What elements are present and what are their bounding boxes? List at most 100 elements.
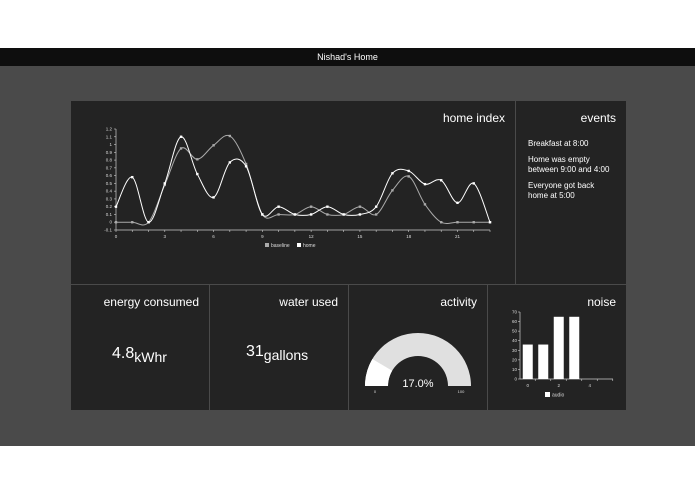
data-point-baseline bbox=[456, 221, 459, 224]
legend-label: baseline bbox=[271, 243, 290, 249]
app-title: Nishad's Home bbox=[0, 48, 695, 66]
data-point-baseline bbox=[423, 203, 427, 206]
data-point-home bbox=[309, 213, 313, 216]
data-point-baseline bbox=[472, 221, 475, 224]
data-point-home bbox=[456, 201, 459, 205]
x-tick-label: 0 bbox=[115, 234, 118, 239]
data-point-baseline bbox=[358, 205, 362, 208]
data-point-home bbox=[131, 175, 134, 179]
panel-title: energy consumed bbox=[103, 295, 199, 309]
data-point-baseline bbox=[196, 158, 199, 161]
data-point-home bbox=[374, 205, 378, 208]
data-point-home bbox=[261, 213, 264, 216]
y-tick-label: 0.7 bbox=[106, 165, 113, 170]
bar bbox=[538, 344, 549, 379]
x-tick-label: 6 bbox=[212, 234, 215, 239]
data-point-home bbox=[440, 179, 443, 182]
y-tick-label: 0.1 bbox=[106, 212, 113, 217]
gauge-min: 0 bbox=[374, 389, 377, 394]
legend-label: audio bbox=[552, 393, 564, 399]
water-unit: gallons bbox=[263, 347, 309, 364]
data-point-baseline bbox=[309, 205, 313, 208]
data-point-baseline bbox=[326, 213, 329, 216]
y-tick-label: 0 bbox=[514, 377, 517, 382]
x-tick-label: 12 bbox=[309, 234, 315, 239]
event-item: Breakfast at 8:00 bbox=[528, 139, 589, 148]
y-tick-label: 0 bbox=[109, 220, 112, 225]
data-point-home bbox=[196, 172, 199, 176]
data-point-home bbox=[488, 221, 492, 224]
y-tick-label: 0.3 bbox=[106, 196, 113, 201]
y-tick-label: 10 bbox=[512, 367, 518, 372]
y-tick-label: 20 bbox=[512, 357, 518, 362]
data-point-home bbox=[391, 172, 394, 175]
event-item: Home was empty between 9:00 and 4:00 bbox=[528, 155, 610, 174]
legend-label: home bbox=[303, 243, 316, 249]
noise-chart: 0 10 20 30 40 50 60 70 0 2 4 audio bbox=[512, 310, 614, 399]
activity-gauge: 17.0% 0 100 bbox=[365, 333, 471, 394]
x-tick-label: 4 bbox=[588, 383, 591, 388]
x-tick-label: 0 bbox=[526, 383, 529, 388]
x-tick-label: 15 bbox=[357, 234, 363, 239]
data-point-baseline bbox=[374, 213, 378, 216]
y-tick-label: 0.4 bbox=[106, 189, 113, 194]
data-point-baseline bbox=[440, 221, 443, 224]
y-tick-label: 1 bbox=[109, 142, 112, 147]
data-point-home bbox=[228, 161, 232, 164]
y-tick-label: 0.9 bbox=[106, 150, 113, 155]
data-point-baseline bbox=[179, 147, 183, 150]
y-tick-label: 0.5 bbox=[106, 181, 113, 186]
data-point-baseline bbox=[391, 189, 394, 192]
data-point-home bbox=[293, 213, 297, 216]
y-tick-label: -0.1 bbox=[104, 228, 112, 233]
data-point-home bbox=[472, 182, 475, 185]
y-tick-label: 70 bbox=[512, 310, 518, 315]
home-index-panel: home index -0.1 0 0.1 0.2 0.3 0.4 0.5 0.6 0.7 0.8… bbox=[71, 101, 515, 284]
gauge-value: 17.0% bbox=[402, 378, 433, 390]
bar bbox=[553, 316, 564, 379]
panel-title: activity bbox=[440, 295, 477, 309]
bar bbox=[522, 344, 533, 379]
gauge-max: 100 bbox=[458, 389, 465, 394]
y-tick-label: 0.8 bbox=[106, 158, 113, 163]
data-point-baseline bbox=[407, 175, 410, 178]
activity-panel: activity 17.0% 0 100 bbox=[349, 285, 487, 410]
y-tick-label: 50 bbox=[512, 329, 518, 334]
y-tick-label: 1.2 bbox=[106, 127, 113, 132]
y-tick-label: 1.1 bbox=[106, 134, 113, 139]
events-panel: events Breakfast at 8:00 Home was empty … bbox=[516, 101, 626, 284]
data-point-baseline bbox=[244, 162, 248, 166]
panel-title: home index bbox=[442, 111, 505, 125]
water-value: 31 bbox=[246, 343, 264, 360]
legend-swatch bbox=[297, 243, 301, 247]
y-tick-label: 0.6 bbox=[106, 173, 113, 178]
noise-panel: noise 0 10 20 30 40 50 60 70 0 2 4 audio bbox=[488, 285, 626, 410]
data-point-baseline bbox=[114, 221, 118, 224]
x-tick-label: 9 bbox=[261, 234, 264, 239]
data-point-home bbox=[179, 135, 183, 138]
data-point-baseline bbox=[131, 221, 134, 224]
data-point-home bbox=[147, 221, 150, 224]
data-point-home bbox=[244, 165, 248, 168]
y-tick-label: 30 bbox=[512, 348, 518, 353]
water-panel: water used 31gallons bbox=[210, 285, 348, 410]
x-tick-label: 21 bbox=[455, 234, 461, 239]
data-point-baseline bbox=[277, 213, 280, 216]
panel-title: events bbox=[580, 111, 616, 125]
panel-title: noise bbox=[587, 295, 616, 309]
data-point-baseline bbox=[163, 183, 166, 187]
y-tick-label: 40 bbox=[512, 338, 518, 343]
data-point-home bbox=[114, 205, 118, 208]
data-point-home bbox=[358, 213, 362, 216]
data-point-baseline bbox=[212, 144, 215, 147]
x-tick-label: 2 bbox=[557, 383, 560, 388]
event-item: Everyone got back home at 5:00 bbox=[528, 181, 595, 200]
panel-title: water used bbox=[279, 295, 338, 309]
data-point-home bbox=[277, 205, 280, 208]
y-tick-label: 0.2 bbox=[106, 204, 113, 209]
x-tick-label: 18 bbox=[406, 234, 412, 239]
x-tick-label: 3 bbox=[164, 234, 167, 239]
home-index-chart: -0.100.10.20.30.40.50.60.70.80.911.11.20… bbox=[104, 127, 492, 249]
legend-swatch bbox=[265, 243, 269, 247]
series-line-baseline bbox=[116, 134, 490, 226]
